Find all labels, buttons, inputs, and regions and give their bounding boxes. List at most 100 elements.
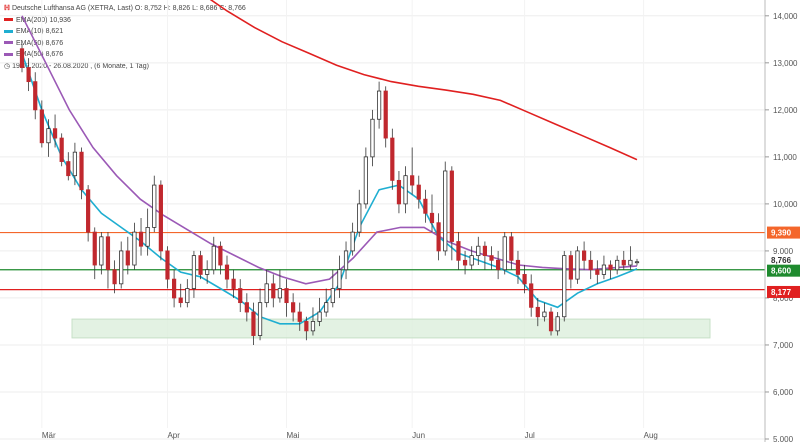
support-zone <box>71 318 711 339</box>
x-tick-label: Aug <box>644 431 658 440</box>
candle-body <box>608 264 613 271</box>
y-tick-label: 5,000 <box>773 435 794 442</box>
y-tick-label: 12,000 <box>773 106 798 115</box>
candle-body <box>152 184 157 228</box>
candle-body <box>568 255 573 280</box>
candle-body <box>19 48 25 68</box>
candle-body <box>224 264 230 280</box>
candle-body <box>211 245 216 271</box>
candle-body <box>588 259 593 271</box>
candle-body <box>145 227 150 247</box>
candle-body <box>310 321 316 332</box>
y-tick-label: 8,000 <box>773 294 794 303</box>
candle-body <box>462 259 468 266</box>
y-axis: 14,000 13,000 12,000 11,000 10,000 9,000 8,000… <box>764 0 798 442</box>
candle-body <box>317 311 322 322</box>
x-tick-label: Jul <box>525 431 535 440</box>
tag-9390-box <box>767 226 800 239</box>
candle-body <box>357 203 362 233</box>
candle-body <box>304 321 309 332</box>
candle-body <box>489 255 494 261</box>
x-tick-label: Jun <box>412 431 425 440</box>
candle-body <box>383 90 388 139</box>
candle-body <box>509 236 514 261</box>
tag-9390-label: 9,390 <box>771 229 792 238</box>
y-tick-label: 9,000 <box>773 247 794 256</box>
candle-body <box>324 302 329 313</box>
candle-body <box>105 236 111 271</box>
candle-body <box>251 311 256 336</box>
candle-body <box>410 175 415 186</box>
x-tick-label: Apr <box>167 431 180 440</box>
legend-item-ema50: EMA(50) 8,676 <box>4 38 246 50</box>
candle-body <box>350 231 355 252</box>
clock-icon: ◷ <box>4 62 11 70</box>
candle-body <box>628 259 633 266</box>
candle-body <box>423 198 428 214</box>
candle-body <box>529 283 534 308</box>
tag-8600-label: 8,600 <box>771 267 792 276</box>
candle-body <box>291 302 296 313</box>
candle-body <box>429 212 435 224</box>
candle-body <box>416 184 421 200</box>
candle-body <box>244 302 249 313</box>
candle-body <box>403 175 408 205</box>
candle-body <box>72 151 78 177</box>
candle-body <box>158 184 163 252</box>
candle-body <box>436 222 441 252</box>
price-tags: 9,390 8,766 8,600 8,177 <box>767 226 800 298</box>
candle-body <box>370 118 375 158</box>
ema-lines <box>21 0 638 325</box>
candle-body <box>469 255 474 266</box>
x-axis: Mär Apr Mai Jun Jul Aug <box>42 431 658 440</box>
candle-body <box>443 170 448 252</box>
candle-body <box>271 283 276 299</box>
candle-body <box>515 259 521 275</box>
candle-body <box>482 245 488 257</box>
candle-body <box>284 288 289 304</box>
legend-item-ema50-b: EMA(50) 8,676 <box>4 49 246 61</box>
candle-body <box>595 269 600 275</box>
tag-last-label: 8,766 <box>771 256 792 265</box>
candle-body <box>535 306 540 318</box>
candle-body <box>615 259 620 271</box>
candle-body <box>46 128 51 144</box>
x-tick-label: Mai <box>287 431 300 440</box>
candle-body <box>52 128 58 139</box>
candle-body <box>562 255 567 318</box>
candle-body <box>343 250 349 271</box>
candle-body <box>92 231 97 266</box>
candle-body <box>138 231 144 247</box>
candle-body <box>191 255 197 289</box>
candle-body <box>548 311 554 332</box>
candle-body <box>132 231 137 266</box>
candle-body <box>575 250 580 280</box>
candle-body <box>502 236 507 271</box>
candle-body <box>171 278 177 299</box>
candle-body <box>522 274 527 285</box>
candle-body <box>581 250 587 261</box>
y-tick-label: 14,000 <box>773 12 798 21</box>
tag-8177-box <box>767 285 800 298</box>
tag-last-box <box>767 254 800 267</box>
swatch-icon <box>4 52 13 56</box>
candle-body <box>119 250 124 285</box>
candle-body <box>185 288 190 304</box>
y-tick-label: 6,000 <box>773 388 794 397</box>
candle-body <box>26 67 31 83</box>
tag-8177-label: 8,177 <box>771 288 792 297</box>
ema50-line <box>21 15 638 285</box>
candle-body <box>59 137 64 162</box>
candle-body <box>198 255 203 275</box>
candle-body <box>277 288 283 299</box>
candle-body <box>79 151 84 191</box>
candle-body <box>621 259 626 266</box>
lufthansa-logo-icon: ℍ <box>4 5 10 12</box>
candle-body <box>112 269 117 285</box>
candle-body <box>86 189 91 233</box>
swatch-icon <box>4 41 13 45</box>
candle-body <box>555 316 560 332</box>
candle-body <box>205 269 210 275</box>
candle-body <box>99 236 104 266</box>
